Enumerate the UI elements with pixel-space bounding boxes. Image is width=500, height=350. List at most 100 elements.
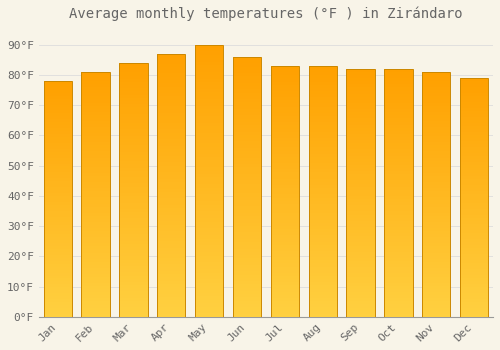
Bar [346,264,375,267]
Bar [384,69,412,72]
Bar [233,226,261,229]
Bar [346,193,375,196]
Bar [82,108,110,112]
Bar [195,133,224,136]
Bar [157,314,186,317]
Bar [270,66,299,317]
Bar [82,252,110,256]
Bar [384,224,412,227]
Bar [233,203,261,206]
Bar [346,233,375,236]
Bar [460,84,488,87]
Bar [44,152,72,155]
Bar [422,301,450,304]
Bar [384,298,412,301]
Bar [157,258,186,261]
Bar [119,298,148,301]
Bar [308,204,337,207]
Bar [308,147,337,150]
Bar [308,288,337,292]
Bar [308,235,337,238]
Bar [233,314,261,317]
Bar [44,228,72,231]
Bar [233,196,261,200]
Bar [308,85,337,88]
Bar [346,156,375,159]
Bar [44,119,72,122]
Bar [308,248,337,251]
Bar [270,251,299,254]
Bar [44,161,72,163]
Bar [270,292,299,295]
Bar [119,215,148,218]
Bar [119,139,148,142]
Bar [157,133,186,136]
Bar [119,196,148,200]
Bar [384,304,412,308]
Bar [270,166,299,169]
Bar [422,154,450,158]
Bar [270,288,299,292]
Bar [308,69,337,72]
Bar [233,304,261,307]
Bar [346,298,375,301]
Bar [270,122,299,125]
Bar [308,195,337,198]
Bar [82,145,110,148]
Bar [384,171,412,174]
Bar [119,82,148,85]
Bar [270,78,299,82]
Bar [44,169,72,172]
Bar [82,271,110,274]
Bar [460,266,488,269]
Bar [422,96,450,99]
Bar [44,140,72,143]
Bar [346,97,375,100]
Bar [157,113,186,116]
Bar [157,254,186,258]
Bar [460,197,488,200]
Bar [308,260,337,264]
Bar [270,138,299,141]
Bar [460,108,488,111]
Bar [346,91,375,94]
Bar [82,197,110,201]
Bar [270,245,299,248]
Bar [82,243,110,246]
Bar [422,222,450,225]
Bar [270,310,299,314]
Bar [460,200,488,203]
Bar [157,116,186,119]
Bar [157,119,186,123]
Bar [422,314,450,317]
Bar [308,295,337,298]
Bar [82,72,110,75]
Bar [270,107,299,110]
Bar [384,156,412,159]
Bar [119,158,148,161]
Bar [384,243,412,245]
Bar [384,131,412,134]
Bar [195,310,224,313]
Bar [44,287,72,290]
Bar [82,167,110,170]
Bar [384,280,412,283]
Bar [44,219,72,223]
Bar [119,110,148,114]
Bar [270,210,299,213]
Bar [384,78,412,81]
Bar [119,91,148,95]
Bar [44,131,72,134]
Bar [119,104,148,107]
Bar [233,223,261,226]
Bar [270,248,299,251]
Bar [422,286,450,289]
Bar [308,276,337,279]
Bar [233,206,261,210]
Bar [422,228,450,231]
Bar [233,109,261,112]
Bar [195,45,224,317]
Bar [233,239,261,242]
Bar [44,196,72,199]
Bar [44,102,72,105]
